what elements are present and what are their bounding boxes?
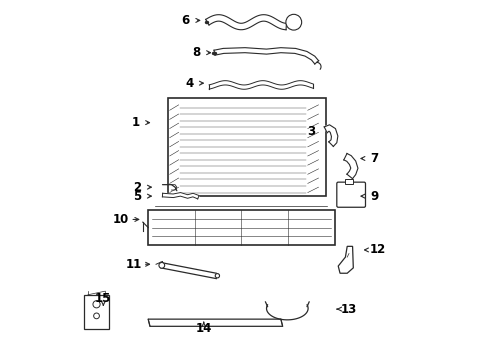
Bar bbox=[344, 179, 353, 184]
FancyBboxPatch shape bbox=[337, 182, 366, 207]
Circle shape bbox=[215, 274, 220, 278]
Text: 15: 15 bbox=[95, 292, 112, 305]
Text: 6: 6 bbox=[182, 14, 190, 27]
Text: 8: 8 bbox=[193, 46, 201, 59]
Text: 5: 5 bbox=[133, 190, 142, 203]
Text: 11: 11 bbox=[126, 258, 142, 271]
Bar bbox=[168, 98, 326, 196]
Text: 12: 12 bbox=[369, 243, 386, 256]
Circle shape bbox=[286, 14, 302, 30]
Text: 4: 4 bbox=[185, 77, 194, 90]
Text: 13: 13 bbox=[341, 303, 357, 316]
Text: 9: 9 bbox=[370, 190, 378, 203]
Text: 14: 14 bbox=[196, 322, 212, 335]
Polygon shape bbox=[162, 193, 199, 199]
Polygon shape bbox=[214, 48, 318, 64]
Text: 7: 7 bbox=[370, 152, 378, 165]
Polygon shape bbox=[206, 15, 287, 30]
Circle shape bbox=[94, 313, 99, 319]
Bar bbox=[148, 211, 335, 244]
Circle shape bbox=[93, 301, 100, 308]
Polygon shape bbox=[344, 153, 358, 179]
Text: 3: 3 bbox=[307, 125, 316, 138]
Bar bbox=[84, 295, 109, 329]
Text: 2: 2 bbox=[133, 181, 142, 194]
Circle shape bbox=[159, 262, 165, 268]
Polygon shape bbox=[324, 125, 338, 147]
Text: 10: 10 bbox=[113, 213, 129, 226]
Text: 1: 1 bbox=[131, 116, 140, 129]
